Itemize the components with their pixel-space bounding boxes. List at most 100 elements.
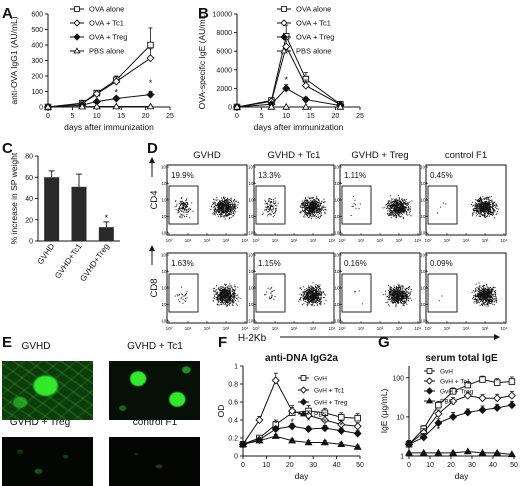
chart-G-point (463, 391, 472, 400)
flow-x-tick-label: 10¹ (272, 238, 279, 243)
chart-G-annotation: * (466, 410, 470, 420)
chart-G-annotation: * (451, 414, 455, 424)
flow-events (264, 282, 327, 307)
micrograph-2 (109, 361, 200, 420)
flow-events (261, 196, 327, 220)
flow-y-tick-label: 10³ (161, 269, 168, 274)
chart-B-legend-label: OVA + Tc1 (296, 19, 331, 28)
chart-B-annotation: * (284, 75, 288, 85)
flow-events (438, 282, 498, 307)
flow-plot-frame (166, 252, 248, 324)
chart-G-point (419, 448, 428, 456)
chart-F-point (353, 422, 362, 431)
micrograph-1 (2, 361, 93, 420)
chart-G-y-tick-label: 1 (400, 454, 404, 461)
chart-F-title: anti-DNA IgG2a (265, 353, 338, 364)
chart-G-point (405, 448, 413, 456)
flow-y-tick-label: 10² (161, 198, 168, 203)
flow-y-tick-label: 10³ (334, 181, 341, 186)
chart-F-point (288, 422, 297, 431)
flow-events (437, 196, 499, 219)
chart-A-legend-marker (73, 19, 81, 27)
flow-y-tick-label: 10³ (248, 181, 255, 186)
chart-G-point (508, 378, 516, 385)
chart-A-point (112, 102, 121, 110)
chart-F-x-tick-label: 0 (241, 462, 245, 469)
flow-x-tick-label: 10¹ (272, 326, 279, 331)
chart-B-point (267, 102, 276, 110)
chart-B-legend-label: OVA alone (296, 5, 331, 14)
flow-gate (427, 273, 458, 313)
flow-cd4-arrowhead (149, 157, 155, 163)
chart-F-annotation: * (323, 417, 327, 427)
flow-event-dots (437, 196, 499, 219)
chart-C-bar (71, 186, 87, 241)
flow-y-tick-label: 10³ (420, 181, 427, 186)
chart-G-point (435, 401, 442, 409)
chart-F-point (304, 424, 313, 434)
chart-B-x-tick-label: 5 (260, 113, 264, 120)
chart-G-point (493, 403, 502, 412)
chart-A-point (112, 94, 121, 103)
flow-y-tick-label: 10² (420, 198, 427, 203)
flow-gate (168, 185, 199, 225)
chart-B-legend-marker (281, 6, 287, 12)
chart-B-legend-marker (280, 33, 288, 41)
chart-B-legend-marker (280, 19, 288, 27)
micrograph-title: GVHD + Tc1 (127, 341, 183, 352)
flow-event-dots (261, 196, 327, 220)
chart-G-point (507, 401, 516, 410)
chart-B-legend-marker (280, 47, 288, 54)
chart-G-y-axis-label: IgE (μg/mL) (379, 389, 389, 434)
micrograph-title: GVHD + Treg (10, 417, 70, 428)
chart-F-point (353, 429, 362, 438)
flow-y-tick-label: 10² (334, 198, 341, 203)
flow-event-dots (354, 283, 413, 307)
flow-y-tick-label: 10¹ (248, 302, 255, 307)
chart-G-legend-label: GvH + Treg (440, 389, 474, 396)
flow-y-tick-label: 10³ (334, 269, 341, 274)
flow-percent-label: 13.3% (258, 171, 281, 180)
chart-C-y-tick-label: 40 (25, 196, 33, 203)
flow-x-tick-label: 10³ (396, 326, 403, 331)
chart-A-x-tick-label: 25 (166, 113, 174, 120)
flow-x-tick-label: 10⁰ (339, 326, 346, 331)
flow-y-tick-label: 10⁰ (420, 231, 427, 236)
chart-A-y-tick-label: 500 (31, 27, 43, 34)
chart-F-point (288, 436, 297, 444)
chart-G-point (434, 409, 443, 418)
chart-B-point (282, 84, 291, 93)
chart-G-point (449, 448, 458, 456)
chart-F-y-tick-label: 1 (234, 364, 238, 371)
flow-y-tick-label: 10⁴ (161, 253, 168, 258)
chart-F-y-tick-label: 0.2 (228, 436, 238, 443)
chart-A-annotation: * (149, 78, 153, 88)
chart-F-y-tick-label: 0 (234, 454, 238, 461)
flow-y-tick-label: 10³ (420, 269, 427, 274)
chart-F-annotation: * (274, 419, 278, 429)
panel-letter-f: F (218, 334, 227, 351)
chart-A-series-line-1 (47, 57, 151, 108)
chart-F-x-tick-label: 10 (263, 462, 271, 469)
flow-x-tick-label: 10⁴ (242, 238, 249, 243)
chart-C-category-label: GVHD+Treg (78, 242, 111, 283)
chart-F-point (354, 414, 361, 422)
flow-y-tick-label: 10⁴ (248, 165, 255, 170)
flow-x-tick-label: 10³ (223, 326, 230, 331)
flow-event-dots (264, 282, 327, 307)
chart-B-point (301, 102, 310, 110)
chart-B-point (282, 102, 291, 110)
chart-A-legend-label: PBS alone (89, 47, 124, 56)
flow-x-tick-label: 10⁰ (339, 238, 346, 243)
flow-x-tick-label: 10³ (310, 326, 317, 331)
flow-percent-label: 1.63% (171, 259, 194, 268)
chart-F-legend-marker (299, 398, 308, 406)
chart-B-legend-label: PBS alone (296, 47, 331, 56)
chart-G-point (478, 394, 487, 403)
chart-C-y-axis-label: % increase in SP weight (9, 152, 19, 244)
chart-C-annotation: * (105, 213, 109, 223)
chart-G-x-tick-label: 50 (510, 462, 518, 469)
chart-A-legend-label: OVA alone (89, 5, 124, 14)
flow-events (174, 283, 241, 307)
chart-B-y-tick-label: 2000 (216, 86, 232, 93)
